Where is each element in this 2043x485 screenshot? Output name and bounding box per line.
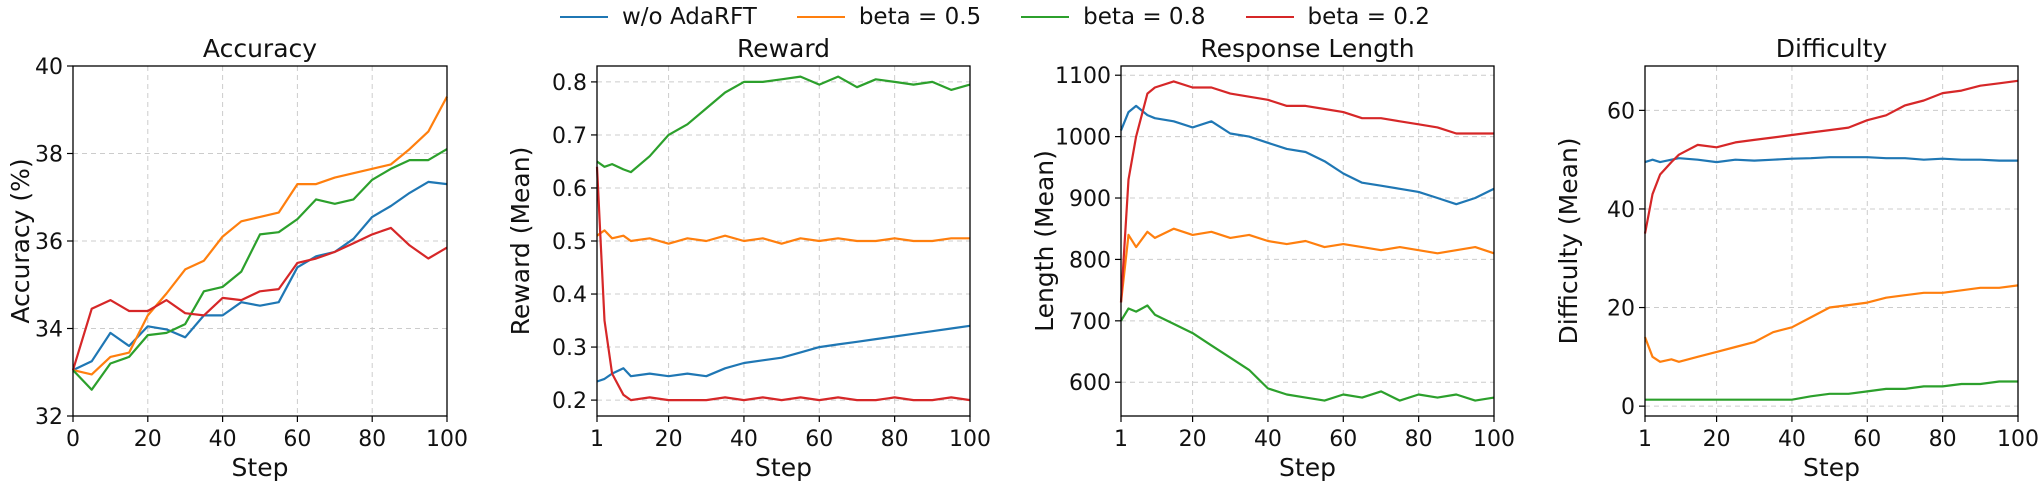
x-tick-label: 40 (209, 427, 237, 452)
chart-title: Reward (737, 34, 830, 63)
y-axis-label: Accuracy (%) (6, 158, 35, 323)
series-line-2 (1643, 284, 2019, 363)
y-tick-label: 40 (35, 55, 63, 80)
plot-frame (1644, 65, 2019, 417)
x-axis-label: Step (1279, 453, 1336, 482)
legend-swatch-no-adarft (560, 16, 608, 18)
series-line-4 (595, 166, 971, 402)
y-axis-label: Difficulty (Mean) (1554, 137, 1583, 344)
x-tick-label: 1 (1638, 427, 1652, 452)
y-tick-label: 34 (35, 318, 63, 343)
x-axis-label: Step (1803, 453, 1860, 482)
series-line-2 (596, 229, 970, 245)
y-tick-label: 600 (1069, 371, 1111, 396)
x-tick-label: 100 (1997, 427, 2039, 452)
series-line-1 (1644, 156, 2018, 164)
legend-item-beta-08[interactable]: beta = 0.8 (1021, 4, 1206, 30)
legend-swatch-beta-08 (1021, 16, 1070, 18)
x-tick-label: 100 (949, 427, 991, 452)
series-line-3 (72, 148, 448, 391)
series-line-4 (1643, 79, 2019, 234)
series-line-3 (1645, 380, 2018, 401)
x-tick-label: 1 (590, 427, 604, 452)
series-line-2 (1119, 227, 1495, 303)
y-tick-label: 36 (35, 230, 63, 255)
legend-item-no-adarft[interactable]: w/o AdaRFT (560, 4, 757, 30)
x-tick-label: 1 (1114, 427, 1128, 452)
x-axis-label: Step (232, 453, 289, 482)
legend-label-beta-08: beta = 0.8 (1083, 4, 1206, 30)
y-tick-label: 38 (35, 143, 63, 168)
x-tick-label: 80 (358, 427, 386, 452)
chart-title: Difficulty (1776, 34, 1888, 63)
y-tick-label: 0.7 (552, 124, 587, 149)
y-tick-label: 0.8 (552, 71, 587, 96)
x-tick-label: 20 (1179, 427, 1207, 452)
y-tick-label: 700 (1069, 310, 1111, 335)
y-tick-label: 20 (1607, 297, 1635, 322)
series-line-1 (596, 324, 971, 383)
series-line-4 (71, 226, 448, 371)
y-tick-label: 60 (1607, 99, 1635, 124)
x-tick-label: 100 (1473, 427, 1515, 452)
y-tick-label: 40 (1607, 198, 1635, 223)
x-tick-label: 80 (1405, 427, 1433, 452)
legend-label-beta-05: beta = 0.5 (858, 4, 982, 30)
x-tick-label: 40 (1778, 427, 1806, 452)
x-tick-label: 20 (1703, 427, 1731, 452)
x-tick-label: 40 (1254, 427, 1282, 452)
y-tick-label: 0.2 (552, 389, 587, 414)
x-tick-label: 20 (655, 427, 683, 452)
y-tick-label: 0.5 (552, 230, 587, 255)
series-line-2 (72, 96, 448, 376)
legend-swatch-beta-02 (1245, 16, 1294, 18)
legend-label-no-adarft: w/o AdaRFT (622, 4, 757, 30)
y-tick-label: 900 (1069, 187, 1111, 212)
chart-panel-1: 0 20 40 60 80 100 32 34 36 38 40 Accuracy Step Accura… (6, 34, 468, 482)
series-line-4 (1119, 80, 1494, 303)
series-line-1 (72, 180, 448, 372)
y-axis-label: Length (Mean) (1030, 150, 1059, 332)
plot-frame (1120, 65, 1495, 417)
chart-panel-3: 1 20 40 60 80 100 600 700 800 900 1000 1100 Response… (1030, 34, 1515, 482)
x-axis-label: Step (755, 453, 812, 482)
legend-item-beta-05[interactable]: beta = 0.5 (796, 4, 982, 30)
x-tick-label: 20 (134, 427, 162, 452)
y-tick-label: 1100 (1055, 64, 1111, 89)
x-tick-label: 80 (1929, 427, 1957, 452)
x-tick-label: 60 (283, 427, 311, 452)
chart-title: Response Length (1200, 34, 1414, 63)
legend: w/o AdaRFT beta = 0.5 beta = 0.8 beta = … (560, 0, 1470, 34)
x-tick-label: 60 (1329, 427, 1357, 452)
legend-item-beta-02[interactable]: beta = 0.2 (1245, 4, 1430, 30)
x-tick-label: 80 (881, 427, 909, 452)
chart-title: Accuracy (203, 34, 317, 63)
y-tick-label: 0.4 (552, 283, 587, 308)
series-line-1 (1119, 104, 1495, 206)
y-tick-label: 800 (1069, 248, 1111, 273)
chart-panel-4: 1 20 40 60 80 100 0 20 40 60 Difficulty Step Difficu… (1554, 34, 2039, 482)
series-line-3 (1120, 304, 1495, 402)
x-tick-label: 40 (730, 427, 758, 452)
series-line-3 (596, 75, 971, 174)
legend-label-beta-02: beta = 0.2 (1307, 4, 1430, 30)
chart-panel-2: 1 20 40 60 80 100 0.2 0.3 0.4 0.5 0.6 0.7 0.8 Reward S… (506, 34, 991, 482)
y-tick-label: 0 (1621, 395, 1635, 420)
y-tick-label: 1000 (1055, 126, 1111, 151)
x-tick-label: 0 (66, 427, 80, 452)
x-tick-label: 60 (1853, 427, 1881, 452)
x-tick-label: 60 (805, 427, 833, 452)
y-axis-label: Reward (Mean) (506, 147, 535, 336)
legend-swatch-beta-05 (796, 16, 845, 18)
x-tick-label: 100 (426, 427, 468, 452)
y-tick-label: 32 (35, 405, 63, 430)
y-tick-label: 0.6 (552, 177, 587, 202)
y-tick-label: 0.3 (552, 336, 587, 361)
